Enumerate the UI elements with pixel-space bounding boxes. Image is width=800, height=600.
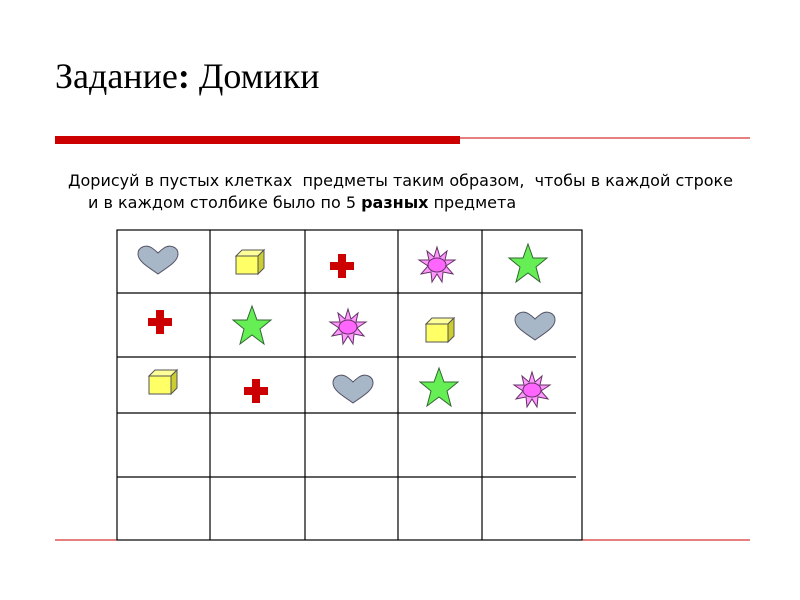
task-tail: предмета	[428, 193, 517, 212]
task-bold: разных	[361, 193, 429, 212]
task-text: Дорисуй в пустых клетках предметы таким …	[68, 170, 748, 214]
title-text: Домики	[189, 56, 320, 96]
title-colon: :	[177, 56, 190, 96]
task-body: Дорисуй в пустых клетках предметы таким …	[68, 171, 739, 212]
title: Задание: Домики	[55, 55, 320, 97]
title-text: Задание	[55, 56, 178, 96]
title-rule	[55, 136, 460, 144]
